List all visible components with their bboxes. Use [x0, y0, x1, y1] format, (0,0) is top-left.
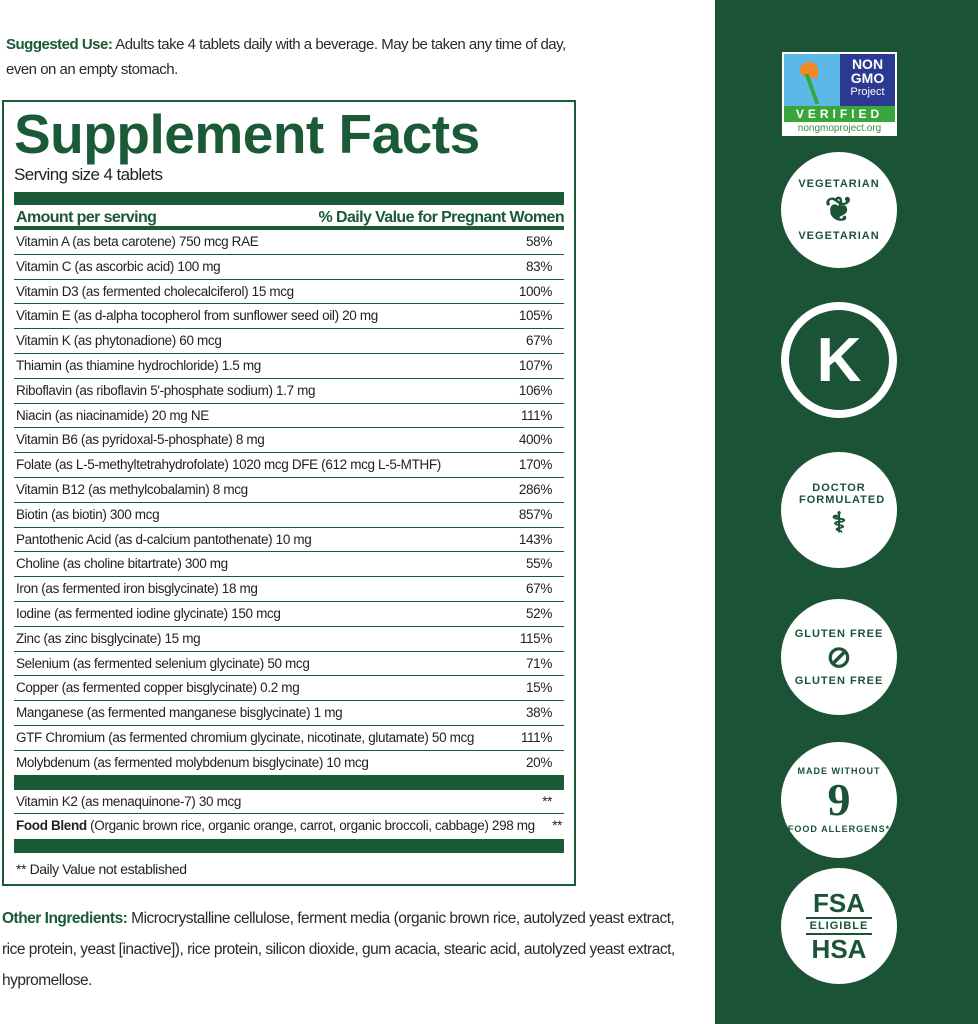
nutrient-row: Choline (as choline bitartrate) 300 mg 55… [14, 552, 564, 578]
nutrient-row: Niacin (as niacinamide) 20 mg NE 111% [14, 404, 564, 429]
nutrient-name: Niacin (as niacinamide) 20 mg NE [16, 407, 209, 423]
nutrient-row: GTF Chromium (as fermented chromium glyc… [14, 726, 564, 751]
nutrient-row: Riboflavin (as riboflavin 5'-phosphate s… [14, 379, 564, 404]
nutrient-rows: Vitamin A (as beta carotene) 750 mcg RAE… [14, 230, 564, 776]
other-ingredients: Other Ingredients: Microcrystalline cell… [2, 910, 675, 989]
nutrient-row: Folate (as L-5-methyltetrahydrofolate) 1… [14, 453, 564, 478]
nutrient-dv: 106% [518, 382, 552, 398]
nutrient-dv: 52% [526, 605, 552, 621]
nutrient-dv: 111% [520, 729, 552, 745]
nutrient-row: Vitamin B6 (as pyridoxal-5-phosphate) 8 … [14, 428, 564, 454]
nutrient-row: Vitamin B12 (as methylcobalamin) 8 mcg 28… [14, 478, 564, 503]
nutrient-name: Selenium (as fermented selenium glycinat… [16, 655, 310, 671]
nutrient-name: Iodine (as fermented iodine glycinate) 1… [16, 605, 281, 621]
nutrient-row: Pantothenic Acid (as d-calcium pantothen… [14, 528, 564, 553]
nutrient-name: Pantothenic Acid (as d-calcium pantothen… [16, 531, 312, 547]
gluten-free-badge: GLUTEN FREE ⊘ GLUTEN FREE [781, 599, 897, 715]
nutrient-dv: 71% [526, 655, 552, 671]
nutrient-row-k2: Vitamin K2 (as menaquinone-7) 30 mcg ** [14, 790, 564, 815]
nutrient-dv: 15% [526, 680, 552, 696]
nutrient-row: Vitamin D3 (as fermented cholecalciferol… [14, 280, 564, 305]
serving-size: Serving size 4 tablets [14, 165, 163, 184]
non-gmo-verified-badge: NON GMO Project VERIFIED nongmoproject.org [782, 52, 897, 136]
no-wheat-icon: ⊘ [826, 640, 852, 674]
nutrient-dv: 58% [526, 234, 552, 249]
nutrient-row: Thiamin (as thiamine hydrochloride) 1.5 … [14, 354, 564, 379]
nutrient-row: Manganese (as fermented manganese bisgly… [14, 701, 564, 726]
nutrient-dv: 20% [526, 754, 552, 770]
nutrient-name: Thiamin (as thiamine hydrochloride) 1.5 … [16, 357, 261, 373]
nutrient-dv: 111% [520, 407, 552, 423]
nutrient-dv: 286% [518, 481, 552, 497]
nutrient-name: Folate (as L-5-methyltetrahydrofolate) 1… [16, 457, 441, 473]
nutrient-name: Vitamin D3 (as fermented cholecalciferol… [16, 283, 294, 299]
facts-header: Amount per serving% Daily Value for Preg… [14, 205, 565, 230]
nutrient-name: Vitamin B12 (as methylcobalamin) 8 mcg [16, 481, 248, 497]
nutrient-dv: 83% [526, 258, 552, 274]
fsa-hsa-badge: FSA ELIGIBLE HSA [781, 868, 897, 984]
facts-title: Supplement Facts [14, 103, 480, 165]
nutrient-row: Iodine (as fermented iodine glycinate) 1… [14, 602, 564, 627]
kosher-badge: K [781, 302, 897, 418]
nutrient-name: Manganese (as fermented manganese bisgly… [16, 705, 343, 721]
nutrient-name: Choline (as choline bitartrate) 300 mg [16, 556, 228, 572]
nutrient-row: Zinc (as zinc bisglycinate) 15 mg 115% [14, 627, 564, 652]
nutrient-name: Riboflavin (as riboflavin 5'-phosphate s… [16, 382, 316, 398]
divider-bar [14, 775, 564, 790]
nutrient-name: Biotin (as biotin) 300 mcg [16, 506, 160, 522]
nutrient-name: Vitamin B6 (as pyridoxal-5-phosphate) 8 … [16, 432, 265, 448]
nutrient-name: Vitamin C (as ascorbic acid) 100 mg [16, 258, 221, 274]
vegetarian-badge: VEGETARIAN ❦ VEGETARIAN [781, 152, 897, 268]
divider-bar [14, 839, 564, 854]
nutrient-name: Vitamin K (as phytonadione) 60 mcg [16, 333, 222, 349]
nutrient-row: Vitamin K (as phytonadione) 60 mcg 67% [14, 329, 564, 354]
nutrient-dv: 857% [518, 506, 552, 522]
nutrient-row: Selenium (as fermented selenium glycinat… [14, 652, 564, 677]
allergen-free-badge: MADE WITHOUT 9 FOOD ALLERGENS* [781, 742, 897, 858]
nutrient-name: Molybdenum (as fermented molybdenum bisg… [16, 754, 369, 770]
nutrient-dv: 100% [518, 283, 552, 299]
food-blend-row: Food Blend (Organic brown rice, organic … [16, 818, 562, 834]
supplement-facts-panel: Supplement Facts Serving size 4 tablets … [2, 100, 576, 886]
nutrient-row: Molybdenum (as fermented molybdenum bisg… [14, 751, 564, 776]
nutrient-dv: 67% [526, 581, 552, 597]
nutrient-dv: 55% [526, 556, 552, 572]
nutrient-dv: 400% [518, 432, 552, 448]
nutrient-dv: 170% [518, 457, 552, 473]
nutrient-row: Copper (as fermented copper bisglycinate… [14, 676, 564, 702]
caduceus-icon: ⚕ [831, 506, 847, 538]
nutrient-row: Vitamin E (as d-alpha tocopherol from su… [14, 304, 564, 330]
nutrient-row: Vitamin C (as ascorbic acid) 100 mg 83% [14, 255, 564, 280]
nutrient-name: Copper (as fermented copper bisglycinate… [16, 680, 300, 696]
nutrient-name: Vitamin E (as d-alpha tocopherol from su… [16, 308, 378, 324]
leaf-icon: ❦ [824, 191, 854, 229]
badge-panel: NON GMO Project VERIFIED nongmoproject.org… [715, 0, 978, 1024]
nutrient-dv: 38% [526, 705, 552, 721]
nutrient-name: Vitamin A (as beta carotene) 750 mcg RAE [16, 234, 259, 249]
suggested-use: Suggested Use: Adults take 4 tablets dai… [6, 36, 566, 78]
nutrient-row: Biotin (as biotin) 300 mcg 857% [14, 503, 564, 528]
nutrient-dv: 105% [518, 308, 552, 324]
nutrient-name: GTF Chromium (as fermented chromium glyc… [16, 729, 475, 745]
nutrient-dv: 115% [519, 630, 552, 646]
nutrient-name: Iron (as fermented iron bisglycinate) 18… [16, 581, 258, 597]
butterfly-icon [784, 54, 840, 106]
divider-bar [14, 192, 564, 205]
nutrient-dv: 107% [518, 357, 552, 373]
doctor-formulated-badge: DOCTOR FORMULATED ⚕ [781, 452, 897, 568]
footnote: ** Daily Value not established [16, 861, 187, 878]
nutrient-dv: 67% [526, 333, 552, 349]
nutrient-name: Zinc (as zinc bisglycinate) 15 mg [16, 630, 201, 646]
nutrient-row: Vitamin A (as beta carotene) 750 mcg RAE… [14, 230, 564, 255]
nutrient-row: Iron (as fermented iron bisglycinate) 18… [14, 577, 564, 602]
nutrient-dv: 143% [518, 531, 552, 547]
